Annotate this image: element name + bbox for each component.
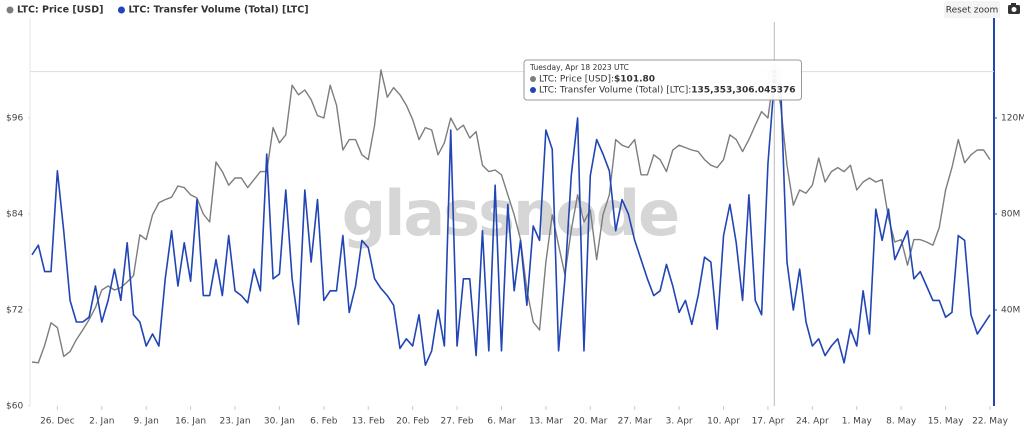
x-tick-label: 22. May — [972, 417, 1008, 427]
x-tick-label: 6. Feb — [310, 417, 338, 427]
y2-tick-label: 80M — [1001, 210, 1020, 220]
x-tick-label: 2. Jan — [89, 417, 114, 427]
x-tick-label: 20. Feb — [396, 417, 429, 427]
tooltip-marker — [530, 76, 536, 82]
camera-icon[interactable] — [1008, 3, 1020, 14]
y-tick-label: $84 — [6, 210, 23, 220]
y2-tick-label: 120M — [1001, 114, 1024, 124]
tooltip-date: Tuesday, Apr 18 2023 UTC — [529, 63, 629, 72]
x-tick-label: 15. May — [928, 417, 964, 427]
x-tick-label: 10. Apr — [707, 417, 740, 427]
tooltip-label: LTC: Transfer Volume (Total) [LTC]: — [539, 86, 691, 96]
y-tick-label: $72 — [6, 306, 23, 316]
series-line — [31, 80, 991, 366]
x-tick-label: 16. Jan — [175, 417, 206, 427]
x-tick-label: 3. Apr — [666, 417, 693, 427]
x-tick-label: 1. May — [842, 417, 873, 427]
y2-tick-label: 40M — [1001, 306, 1020, 316]
reset-zoom-button[interactable]: Reset zoom — [944, 1, 1000, 18]
button-bg[interactable] — [944, 1, 1000, 18]
x-tick-label: 30. Jan — [264, 417, 295, 427]
tooltip-box — [523, 59, 802, 101]
x-tick-label: 6. Mar — [487, 417, 516, 427]
x-tick-label: 9. Jan — [134, 417, 159, 427]
tooltip: Tuesday, Apr 18 2023 UTC LTC: Price [USD]… — [523, 59, 802, 101]
x-tick-label: 24. Apr — [796, 417, 829, 427]
y-tick-label: $96 — [6, 114, 23, 124]
x-tick-label: 8. May — [886, 417, 917, 427]
tooltip-value: $101.80 — [614, 75, 655, 85]
x-tick-label: 13. Feb — [352, 417, 385, 427]
x-tick-label: 27. Feb — [441, 417, 474, 427]
legend-marker — [117, 6, 125, 14]
legend-label: LTC: Transfer Volume (Total) [LTC] — [128, 5, 308, 16]
y-tick-label: $60 — [6, 402, 23, 412]
x-tick-label: 27. Mar — [618, 417, 652, 427]
x-tick-label: 20. Mar — [573, 417, 607, 427]
legend-label: LTC: Price [USD] — [17, 5, 103, 16]
camera-top[interactable] — [1011, 3, 1016, 6]
tooltip-value: 135,353,306.045376 — [691, 86, 795, 96]
x-tick-label: 17. Apr — [752, 417, 785, 427]
tooltip-label: LTC: Price [USD]: — [539, 75, 614, 85]
series-line — [31, 69, 991, 364]
reset-zoom-label[interactable]: Reset zoom — [946, 6, 999, 16]
x-tick-label: 13. Mar — [529, 417, 563, 427]
camera-lens[interactable] — [1011, 7, 1017, 12]
tooltip-marker — [530, 87, 536, 93]
x-tick-label: 26. Dec — [40, 417, 75, 427]
x-tick-label: 23. Jan — [219, 417, 250, 427]
legend-marker — [6, 6, 14, 14]
